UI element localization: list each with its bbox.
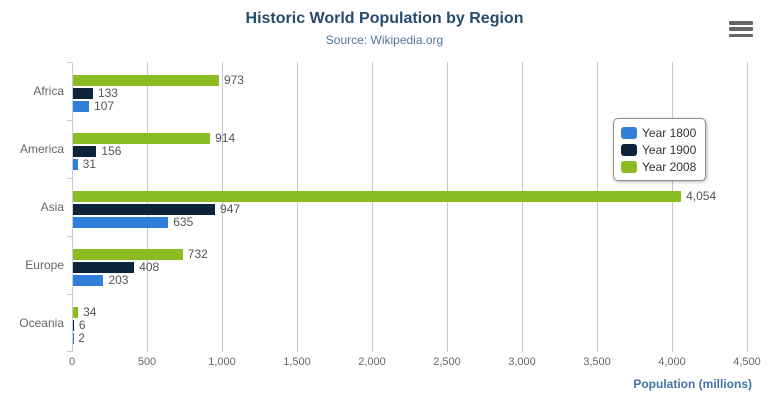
bar-value-label: 914 [215, 131, 236, 145]
legend-item-label: Year 2008 [642, 159, 697, 174]
chart-title: Historic World Population by Region [245, 10, 524, 27]
bar-value-label: 156 [101, 144, 122, 158]
axis-tick [67, 62, 72, 63]
gridline [447, 62, 448, 352]
hamburger-icon [729, 33, 753, 37]
plot-area: 973 133 107 914 156 31 4,054 947 635 732 408 203 34 6… [67, 62, 748, 352]
legend-item-label: Year 1800 [642, 125, 697, 140]
bar-year-1800[interactable] [73, 101, 90, 112]
bar-value-label: 732 [187, 247, 208, 261]
axis-tick [67, 178, 72, 179]
gridline [297, 62, 298, 352]
value-axis-tick-label: 0 [68, 356, 76, 368]
value-axis-tick-label: 1,500 [283, 356, 311, 368]
legend-swatch-icon [621, 126, 637, 139]
gridline [222, 62, 223, 352]
hamburger-icon [729, 27, 753, 31]
bar-year-1800[interactable] [73, 217, 169, 228]
bar-value-label: 203 [108, 273, 129, 287]
bar-year-2008[interactable] [73, 191, 682, 202]
bar-value-label: 2 [78, 331, 85, 345]
bar-value-label: 107 [94, 99, 115, 113]
value-axis-tick-label: 3,000 [508, 356, 536, 368]
value-axis-tick-label: 3,500 [583, 356, 611, 368]
bar-year-2008[interactable] [73, 307, 79, 318]
bar-year-2008[interactable] [73, 249, 183, 260]
bar-value-label: 947 [220, 202, 241, 216]
gridline [522, 62, 523, 352]
bar-year-2008[interactable] [73, 133, 211, 144]
bar-value-label: 34 [83, 305, 97, 319]
bar-value-label: 6 [78, 318, 86, 332]
bar-year-1900[interactable] [73, 146, 97, 157]
x-axis-title: Population (millions) [633, 377, 752, 391]
value-axis-tick-label: 4,500 [733, 356, 761, 368]
bar-year-1800[interactable] [73, 159, 78, 170]
legend-item-year-1900[interactable]: Year 1900 [621, 141, 696, 158]
gridline [747, 62, 748, 352]
category-label: Europe [25, 258, 64, 272]
value-axis-tick-label: 2,000 [358, 356, 386, 368]
value-axis-tick-label: 500 [137, 356, 157, 368]
gridline [597, 62, 598, 352]
legend-swatch-icon [621, 160, 637, 173]
axis-tick [67, 294, 72, 295]
gridline [372, 62, 373, 352]
axis-tick [67, 351, 72, 352]
value-axis-tick-label: 1,000 [208, 356, 236, 368]
axis-tick [67, 120, 72, 121]
category-label: America [19, 142, 64, 156]
legend: Year 1800 Year 1900 Year 2008 [613, 118, 707, 181]
value-axis-tick-label: 2,500 [433, 356, 461, 368]
legend-swatch-icon [621, 143, 637, 156]
bar-value-label: 408 [139, 260, 160, 274]
hamburger-icon [729, 21, 753, 25]
bar-year-1900[interactable] [73, 204, 216, 215]
bar-year-1900[interactable] [73, 320, 74, 331]
category-label: Africa [33, 84, 64, 98]
legend-item-label: Year 1900 [642, 142, 697, 157]
legend-item-year-2008[interactable]: Year 2008 [621, 158, 696, 175]
bar-value-label: 635 [173, 215, 194, 229]
bar-year-1800[interactable] [73, 275, 104, 286]
chart-subtitle: Source: Wikipedia.org [325, 33, 444, 47]
bar-year-1900[interactable] [73, 262, 135, 273]
value-axis-tick-label: 4,000 [658, 356, 686, 368]
bar-value-label: 133 [97, 86, 118, 100]
export-menu-button[interactable] [729, 21, 753, 37]
bar-value-label: 31 [82, 157, 96, 171]
bar-value-label: 4,054 [686, 189, 717, 203]
bar-year-2008[interactable] [73, 75, 219, 86]
axis-tick [67, 236, 72, 237]
category-label: Asia [40, 200, 64, 214]
category-label: Oceania [19, 316, 64, 330]
bar-year-1900[interactable] [73, 88, 93, 99]
legend-item-year-1800[interactable]: Year 1800 [621, 124, 696, 141]
bar-value-label: 973 [223, 73, 244, 87]
gridline [672, 62, 673, 352]
